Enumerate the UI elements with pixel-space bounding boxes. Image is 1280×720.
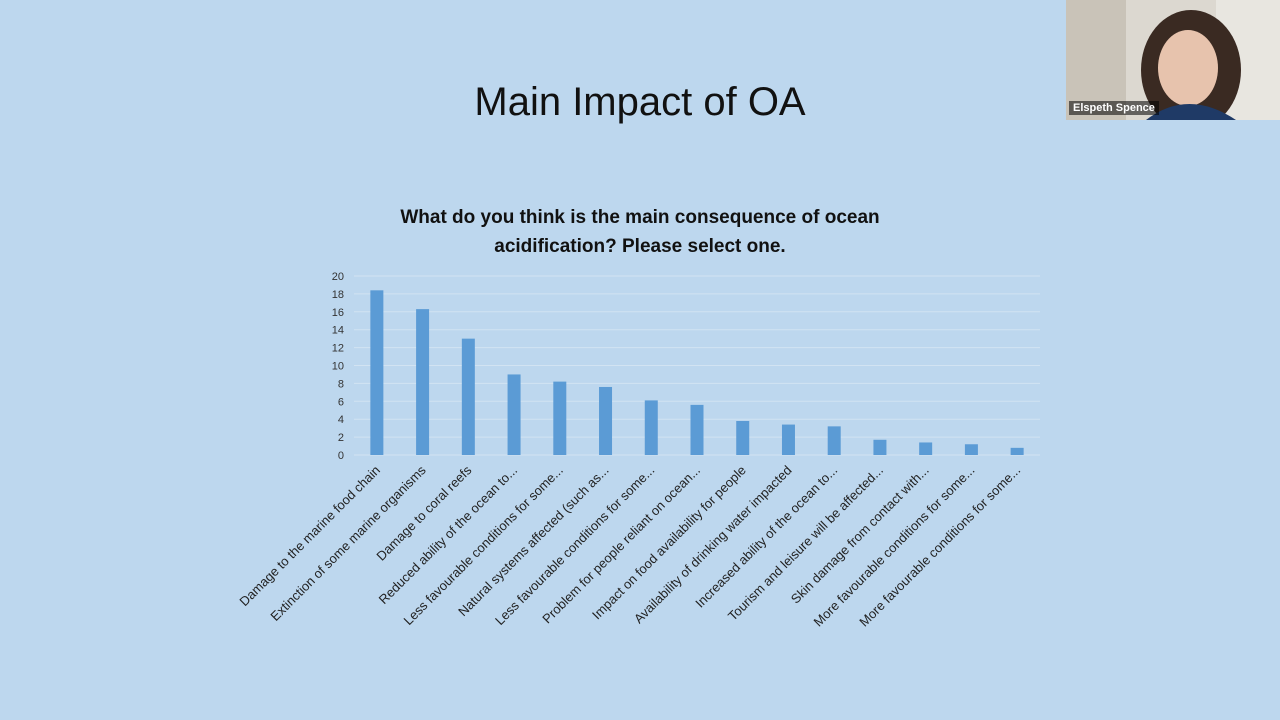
y-tick-label: 6 [338, 396, 344, 408]
participant-avatar [1066, 0, 1280, 120]
x-tick-label: Less favourable conditions for some... [492, 463, 657, 628]
bar [553, 381, 567, 455]
y-tick-label: 2 [338, 432, 344, 444]
bar [507, 374, 521, 455]
x-tick-label: Less favourable conditions for some... [400, 463, 565, 628]
bar [781, 424, 795, 455]
y-tick-label: 20 [332, 271, 344, 283]
y-tick-label: 10 [332, 361, 344, 373]
bar [964, 444, 978, 455]
x-tick-label: More favourable conditions for some... [811, 463, 978, 630]
y-tick-label: 18 [332, 289, 344, 301]
slide-title: Main Impact of OA [474, 80, 806, 124]
participant-video-tile[interactable]: Elspeth Spence [1066, 0, 1280, 120]
bar [827, 426, 841, 455]
participant-name-label: Elspeth Spence [1069, 101, 1159, 115]
chart-title-line-1: What do you think is the main consequenc… [400, 207, 880, 228]
y-tick-label: 16 [332, 307, 344, 319]
y-tick-label: 14 [332, 325, 344, 337]
chart-title-line-2: acidification? Please select one. [494, 236, 786, 257]
bar [416, 309, 430, 455]
bar [599, 386, 613, 455]
bar [461, 338, 475, 455]
bar [919, 442, 933, 455]
y-tick-label: 0 [338, 450, 344, 462]
chart-title: What do you think is the main consequenc… [340, 203, 940, 261]
y-tick-label: 12 [332, 343, 344, 355]
x-tick-label: More favourable conditions for some... [856, 463, 1023, 630]
bar [873, 439, 887, 455]
bar [690, 404, 704, 455]
y-tick-label: 4 [338, 414, 344, 426]
bar [370, 290, 384, 455]
y-tick-label: 8 [338, 378, 344, 390]
bar [1010, 447, 1024, 455]
bar [736, 420, 750, 455]
bar [644, 400, 658, 455]
